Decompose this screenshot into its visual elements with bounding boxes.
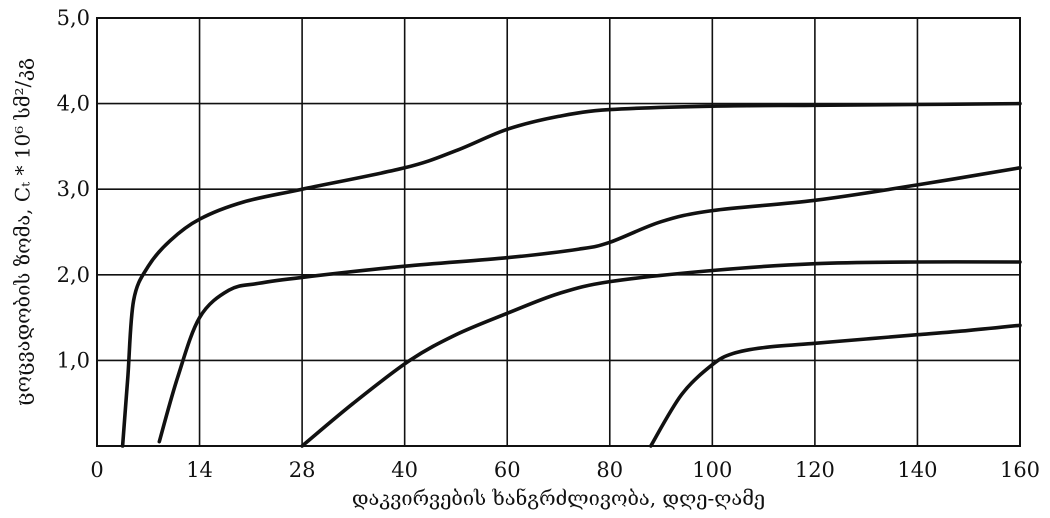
- x-tick-label: 40: [391, 458, 418, 482]
- series-line-2: [157, 166, 1022, 444]
- x-tick-label: 120: [795, 458, 835, 482]
- y-tick-label: 4,0: [57, 92, 90, 116]
- y-tick-label: 3,0: [57, 177, 90, 201]
- x-tick-labels: 0 14 28 40 60 80 100 120 140 160: [90, 458, 1040, 482]
- x-tick-label: 28: [289, 458, 316, 482]
- series-lines: [120, 101, 1022, 448]
- plot-frame: [96, 17, 1021, 447]
- grid: [97, 18, 1020, 446]
- x-tick-label: 100: [692, 458, 732, 482]
- series-line-4: [649, 323, 1022, 448]
- y-tick-label: 1,0: [57, 348, 90, 372]
- x-tick-label: 140: [897, 458, 937, 482]
- y-tick-label: 2,0: [57, 263, 90, 287]
- y-tick-label: 5,0: [57, 6, 90, 30]
- x-tick-label: 14: [186, 458, 213, 482]
- x-tick-label: 160: [1000, 458, 1040, 482]
- y-tick-labels: 1,0 2,0 3,0 4,0 5,0: [57, 6, 90, 372]
- y-axis-label: ცოცვადობის ზომა, Cₜ * 10⁶ სმ²/კგ: [11, 58, 35, 406]
- x-tick-label: 0: [90, 458, 103, 482]
- series-line-3: [300, 260, 1022, 448]
- x-tick-label: 80: [596, 458, 623, 482]
- x-tick-label: 60: [494, 458, 521, 482]
- x-axis-label: დაკვირვების ხანგრძლივობა, დღე-ღამე: [352, 486, 765, 510]
- series-line-1: [120, 101, 1022, 448]
